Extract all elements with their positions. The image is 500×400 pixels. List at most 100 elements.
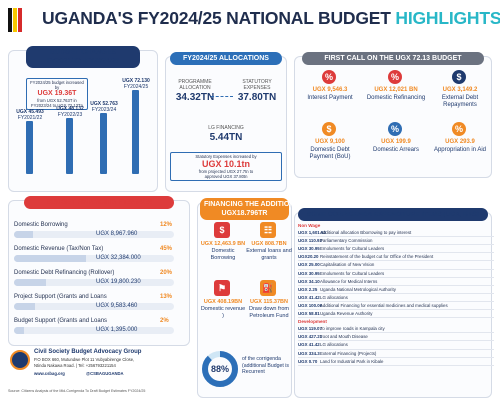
additional-icon: ☷ <box>260 222 276 238</box>
statutory-note: Statutory Expenses increased by UGX 10.1… <box>170 152 282 181</box>
first-call-label: Domestic Arrears <box>372 147 419 153</box>
additional-value: UGX 408.19BN <box>203 299 243 305</box>
footer-org: Civil Society Budget Advocacy Group <box>34 349 142 355</box>
first-call-label: External Debt Repayments <box>441 95 479 108</box>
financing-row-value: UGX 9,583.460 <box>96 303 138 309</box>
corrigenda-description: Foot and Mouth Disease <box>320 334 368 340</box>
corrigenda-amount: UGX20.20 <box>298 254 319 260</box>
corrigenda-section-header: Non Wage <box>298 223 321 228</box>
corrigenda-amount: UGX 1,601.63 <box>298 230 326 236</box>
first-call-label: Interest Payment <box>307 95 353 101</box>
flag-stripe-red <box>18 8 22 32</box>
financing-additional-title: FINANCING THE ADDITIONAL UGX18.796TR <box>200 198 304 220</box>
additional-label: Domestic revenue ) <box>200 306 246 319</box>
first-call-value: UGX 9,100 <box>315 139 345 145</box>
table-row: UGX 30.95 Emoluments for Cultural Leaders <box>298 245 494 254</box>
financing-row-pct: 13% <box>160 294 173 300</box>
corrigenda-amount: UGX 110.93 <box>298 238 322 244</box>
corrigenda-description: Additional allocation Bborrowing to pay … <box>320 230 412 236</box>
allocations-panel <box>165 56 287 192</box>
footer-web-link[interactable]: www.csbag.org <box>34 371 65 376</box>
additional-icon: ⚑ <box>214 280 230 296</box>
statutory-expenses-value: 37.80TN <box>237 92 277 103</box>
first-call-title: FIRST CALL ON THE UGX 72.13 BUDGET <box>302 52 484 65</box>
corrigenda-amount: UGX 100.00 <box>298 302 323 308</box>
corrigenda-title: SOME CORRIGENDA EXPENDITURE ITEMS (UGX, … <box>298 208 488 221</box>
csbag-logo <box>10 350 30 370</box>
financing-row-fill <box>14 303 35 310</box>
budget-financing-panel <box>8 200 190 346</box>
financing-row-bar <box>14 231 174 238</box>
corrigenda-description: Emoluments for Cultural Leaders <box>320 270 385 276</box>
corrigenda-description: Land for Industrial Park in Kibale <box>320 358 384 364</box>
financing-additional-panel <box>197 202 292 398</box>
table-row: UGX 41.42 LG allocations <box>298 341 494 350</box>
financing-row-value: UGX 32,384.000 <box>96 255 141 261</box>
finance-icon: $ <box>452 70 466 84</box>
corrigenda-panel <box>294 212 492 398</box>
corrigenda-amount: UGX 34.10 <box>298 278 320 284</box>
footer-source: Source: Citizens Analysis of the Mid-Cor… <box>8 389 146 393</box>
flag-stripe-black <box>8 8 12 32</box>
recurrent-donut-chart: 88% <box>202 351 238 387</box>
corrigenda-amount: UGX 30.95 <box>298 270 320 276</box>
additional-label: Draw down from Petroleum Fund <box>248 306 290 319</box>
budget-bar-year: FY2022/23 <box>57 112 83 118</box>
donut-arc <box>202 351 238 387</box>
budget-bar <box>26 121 33 174</box>
financing-row-pct: 20% <box>160 270 173 276</box>
table-row: UGX 34.10 Allowance for Medical Interns <box>298 278 494 286</box>
budget-bar-year: FY2024/25 <box>123 84 149 90</box>
corrigenda-description: External Financing (Projects) <box>320 350 377 356</box>
first-call-label: Domestic Refinancing <box>366 95 426 101</box>
additional-label: Domestic Borrowing <box>210 248 236 261</box>
additional-value: UGX 12,463.9 BN <box>200 241 246 247</box>
additional-value: UGX 808.7BN <box>251 241 287 247</box>
corrigenda-description: Parliamentary Commission <box>320 238 373 244</box>
table-row: UGX 119.07 To improve roads in Kampala ci… <box>298 325 494 334</box>
finance-icon: $ <box>322 122 336 136</box>
budget-change-note: FY2024/25 budget increased by UGX 19.36T… <box>26 78 88 110</box>
first-call-label: Appropriation in Aid <box>433 147 487 153</box>
financing-row-pct: 12% <box>160 222 173 228</box>
table-row: UGX 110.93 Parliamentary Commission <box>298 237 494 246</box>
finance-icon: % <box>388 70 402 84</box>
corrigenda-description: LG allocations <box>320 342 348 348</box>
table-row: UGX 2.25 Uganda National Metrological Aut… <box>298 286 494 294</box>
table-row: UGX 0.70 Land for Industrial Park in Kiba… <box>298 358 494 366</box>
statutory-expenses-label: STATUTORY EXPENSES <box>242 79 272 91</box>
donut-caption: of the corrigenda (additional Budget is … <box>242 356 290 375</box>
footer-address-2: Ntinda Nakawa Road. | Tel: +256793221154 <box>34 363 116 368</box>
corrigenda-amount: UGX 334.3 <box>298 350 320 356</box>
corrigenda-description: Additional Financing for essential medic… <box>320 302 448 308</box>
additional-label: External loans and grants <box>246 248 292 261</box>
table-row: UGX20.20 Reinstatement of the budget cut … <box>298 253 494 262</box>
corrigenda-amount: UGX 427.21 <box>298 334 323 340</box>
finance-icon: % <box>322 70 336 84</box>
financing-row-fill <box>14 255 86 262</box>
financing-row-pct: 45% <box>160 246 173 252</box>
table-row: UGX 1,601.63 Additional allocation Bborro… <box>298 229 494 238</box>
corrigenda-amount: UGX 41.42 <box>298 294 320 300</box>
financing-row-value: UGX 1,395.000 <box>96 327 138 333</box>
footer-social-handle[interactable]: @CSBAGUGANDA <box>86 371 124 376</box>
first-call-value: UGX 9,546.3 <box>312 87 348 93</box>
budget-changes-title: BUDGET CHANGES FY2021/22 -FY2024/25 <box>26 46 140 68</box>
donut-percentage: 88% <box>211 364 229 374</box>
programme-allocation-value: 34.32TN <box>175 92 215 103</box>
budget-bar-value: UGX 72.130 <box>122 78 150 84</box>
table-row: UGX 427.21 Foot and Mouth Disease <box>298 333 494 342</box>
footer-address-1: P.O BOX 660, Mutundwe Plot 11 Vubyabiren… <box>34 357 135 362</box>
financing-row-value: UGX 8,967.960 <box>96 231 138 237</box>
page-title: UGANDA'S FY2024/25 NATIONAL BUDGET HIGHL… <box>42 8 500 28</box>
budget-bar-year: FY2021/22 <box>17 115 43 121</box>
additional-icon: $ <box>214 222 230 238</box>
budget-financing-title: BUDGET FINANCING FY2024/25 <box>24 196 174 209</box>
financing-row-value: UGX 19,800.230 <box>96 279 141 285</box>
lg-financing-value: 5.44TN <box>209 132 243 143</box>
financing-row-fill <box>14 231 34 238</box>
financing-row-label: Budget Support (Grants and Loans <box>14 318 108 324</box>
financing-row-bar <box>14 255 174 262</box>
lg-financing-label: LG FINANCING <box>208 125 244 131</box>
corrigenda-amount: UGX 0.70 <box>298 358 318 364</box>
